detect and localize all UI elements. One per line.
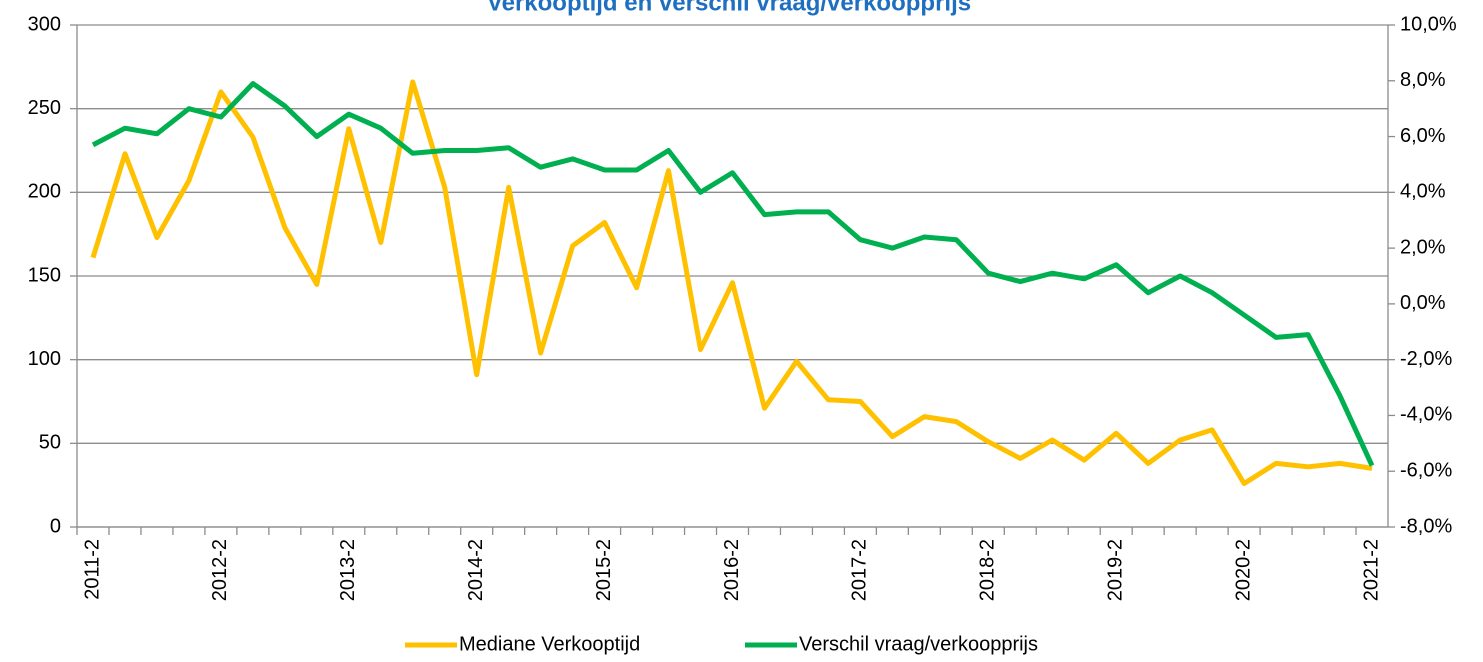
series-line bbox=[91, 81, 1375, 467]
y2-tick-label: -6,0% bbox=[1400, 460, 1452, 482]
x-tick-label: 2013-2 bbox=[337, 539, 359, 601]
x-tick-label: 2011-2 bbox=[81, 539, 103, 600]
x-tick-label: 2015-2 bbox=[593, 539, 615, 601]
y-tick-label: 200 bbox=[28, 181, 61, 203]
x-tick-label: 2016-2 bbox=[721, 539, 743, 601]
y-tick-label: 0 bbox=[50, 515, 61, 537]
legend-label: Mediane Verkooptijd bbox=[459, 633, 640, 655]
y-tick-label: 100 bbox=[28, 348, 61, 370]
chart-title: Verkooptijd en verschil vraag/verkooppri… bbox=[487, 0, 971, 16]
y-tick-label: 150 bbox=[28, 264, 61, 286]
y2-tick-label: 4,0% bbox=[1400, 181, 1446, 203]
y2-tick-label: 0,0% bbox=[1400, 292, 1446, 314]
x-tick-label: 2020-2 bbox=[1232, 539, 1254, 601]
y2-tick-label: -2,0% bbox=[1400, 348, 1452, 370]
x-tick-label: 2017-2 bbox=[849, 539, 871, 601]
y2-tick-label: 2,0% bbox=[1400, 236, 1446, 258]
y2-tick-label: -8,0% bbox=[1400, 515, 1452, 537]
y-tick-label: 300 bbox=[28, 13, 61, 35]
y-tick-label: 250 bbox=[28, 97, 61, 119]
y-tick-label: 50 bbox=[39, 432, 61, 454]
x-tick-label: 2021-2 bbox=[1360, 539, 1382, 601]
y2-tick-label: 10,0% bbox=[1400, 13, 1457, 35]
legend-label: Verschil vraag/verkoopprijs bbox=[799, 633, 1038, 655]
x-tick-label: 2014-2 bbox=[465, 539, 487, 601]
y2-tick-label: 6,0% bbox=[1400, 125, 1446, 147]
x-tick-label: 2019-2 bbox=[1104, 539, 1126, 601]
y2-tick-label: 8,0% bbox=[1400, 69, 1446, 91]
y2-tick-label: -4,0% bbox=[1400, 404, 1452, 426]
series-line bbox=[90, 79, 1373, 486]
x-tick-label: 2012-2 bbox=[209, 539, 231, 601]
x-tick-label: 2018-2 bbox=[977, 539, 999, 601]
